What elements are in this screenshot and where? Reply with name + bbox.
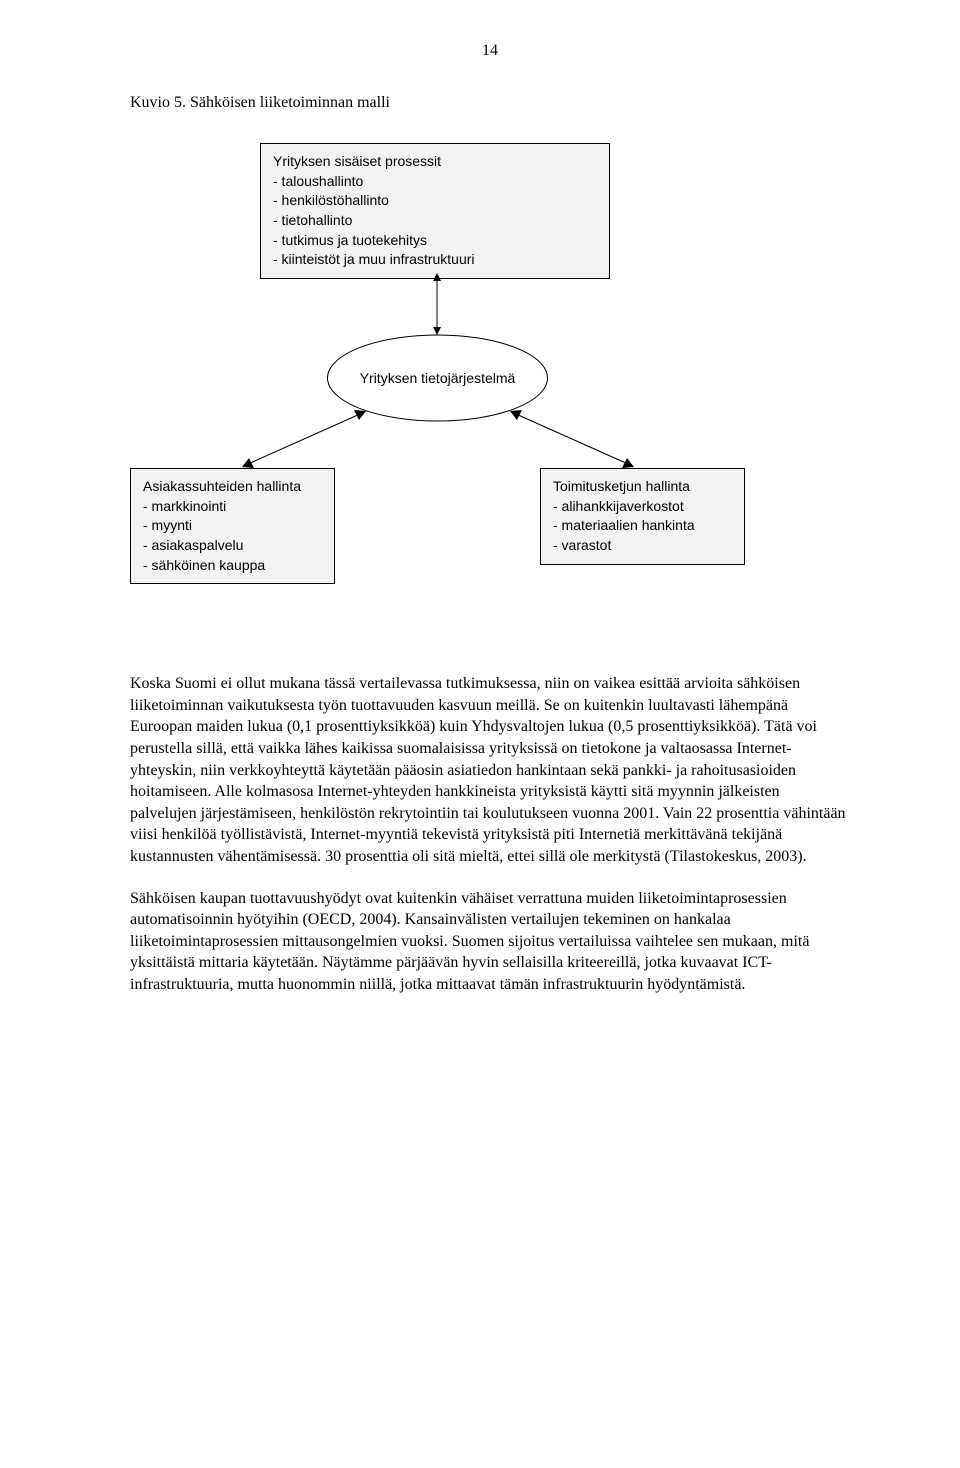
paragraph-2: Sähköisen kaupan tuottavuushyödyt ovat k… bbox=[130, 888, 850, 996]
box-item: - taloushallinto bbox=[273, 172, 597, 192]
box-item: - asiakaspalvelu bbox=[143, 536, 322, 556]
box-supply-chain: Toimitusketjun hallinta - alihankkijaver… bbox=[540, 468, 745, 564]
box-item: - henkilöstöhallinto bbox=[273, 191, 597, 211]
page-number: 14 bbox=[130, 40, 850, 62]
box-customer-relations: Asiakassuhteiden hallinta - markkinointi… bbox=[130, 468, 335, 584]
box-item: - myynti bbox=[143, 516, 322, 536]
box-item: - tietohallinto bbox=[273, 211, 597, 231]
box-item: - markkinointi bbox=[143, 497, 322, 517]
connector-right bbox=[508, 406, 638, 476]
connector-top bbox=[427, 273, 447, 335]
diagram: Yrityksen sisäiset prosessit - taloushal… bbox=[130, 143, 850, 613]
connector-left bbox=[238, 406, 368, 476]
box-item: - materiaalien hankinta bbox=[553, 516, 732, 536]
box-item: - kiinteistöt ja muu infrastruktuuri bbox=[273, 250, 597, 270]
box-internal-processes: Yrityksen sisäiset prosessit - taloushal… bbox=[260, 143, 610, 279]
box-item: - tutkimus ja tuotekehitys bbox=[273, 231, 597, 251]
box-item: - sähköinen kauppa bbox=[143, 556, 322, 576]
box-title: Toimitusketjun hallinta bbox=[553, 477, 732, 497]
box-item: - varastot bbox=[553, 536, 732, 556]
paragraph-1: Koska Suomi ei ollut mukana tässä vertai… bbox=[130, 673, 850, 867]
box-title: Asiakassuhteiden hallinta bbox=[143, 477, 322, 497]
figure-title: Kuvio 5. Sähköisen liiketoiminnan malli bbox=[130, 92, 850, 114]
box-item: - alihankkijaverkostot bbox=[553, 497, 732, 517]
box-title: Yrityksen sisäiset prosessit bbox=[273, 152, 597, 172]
